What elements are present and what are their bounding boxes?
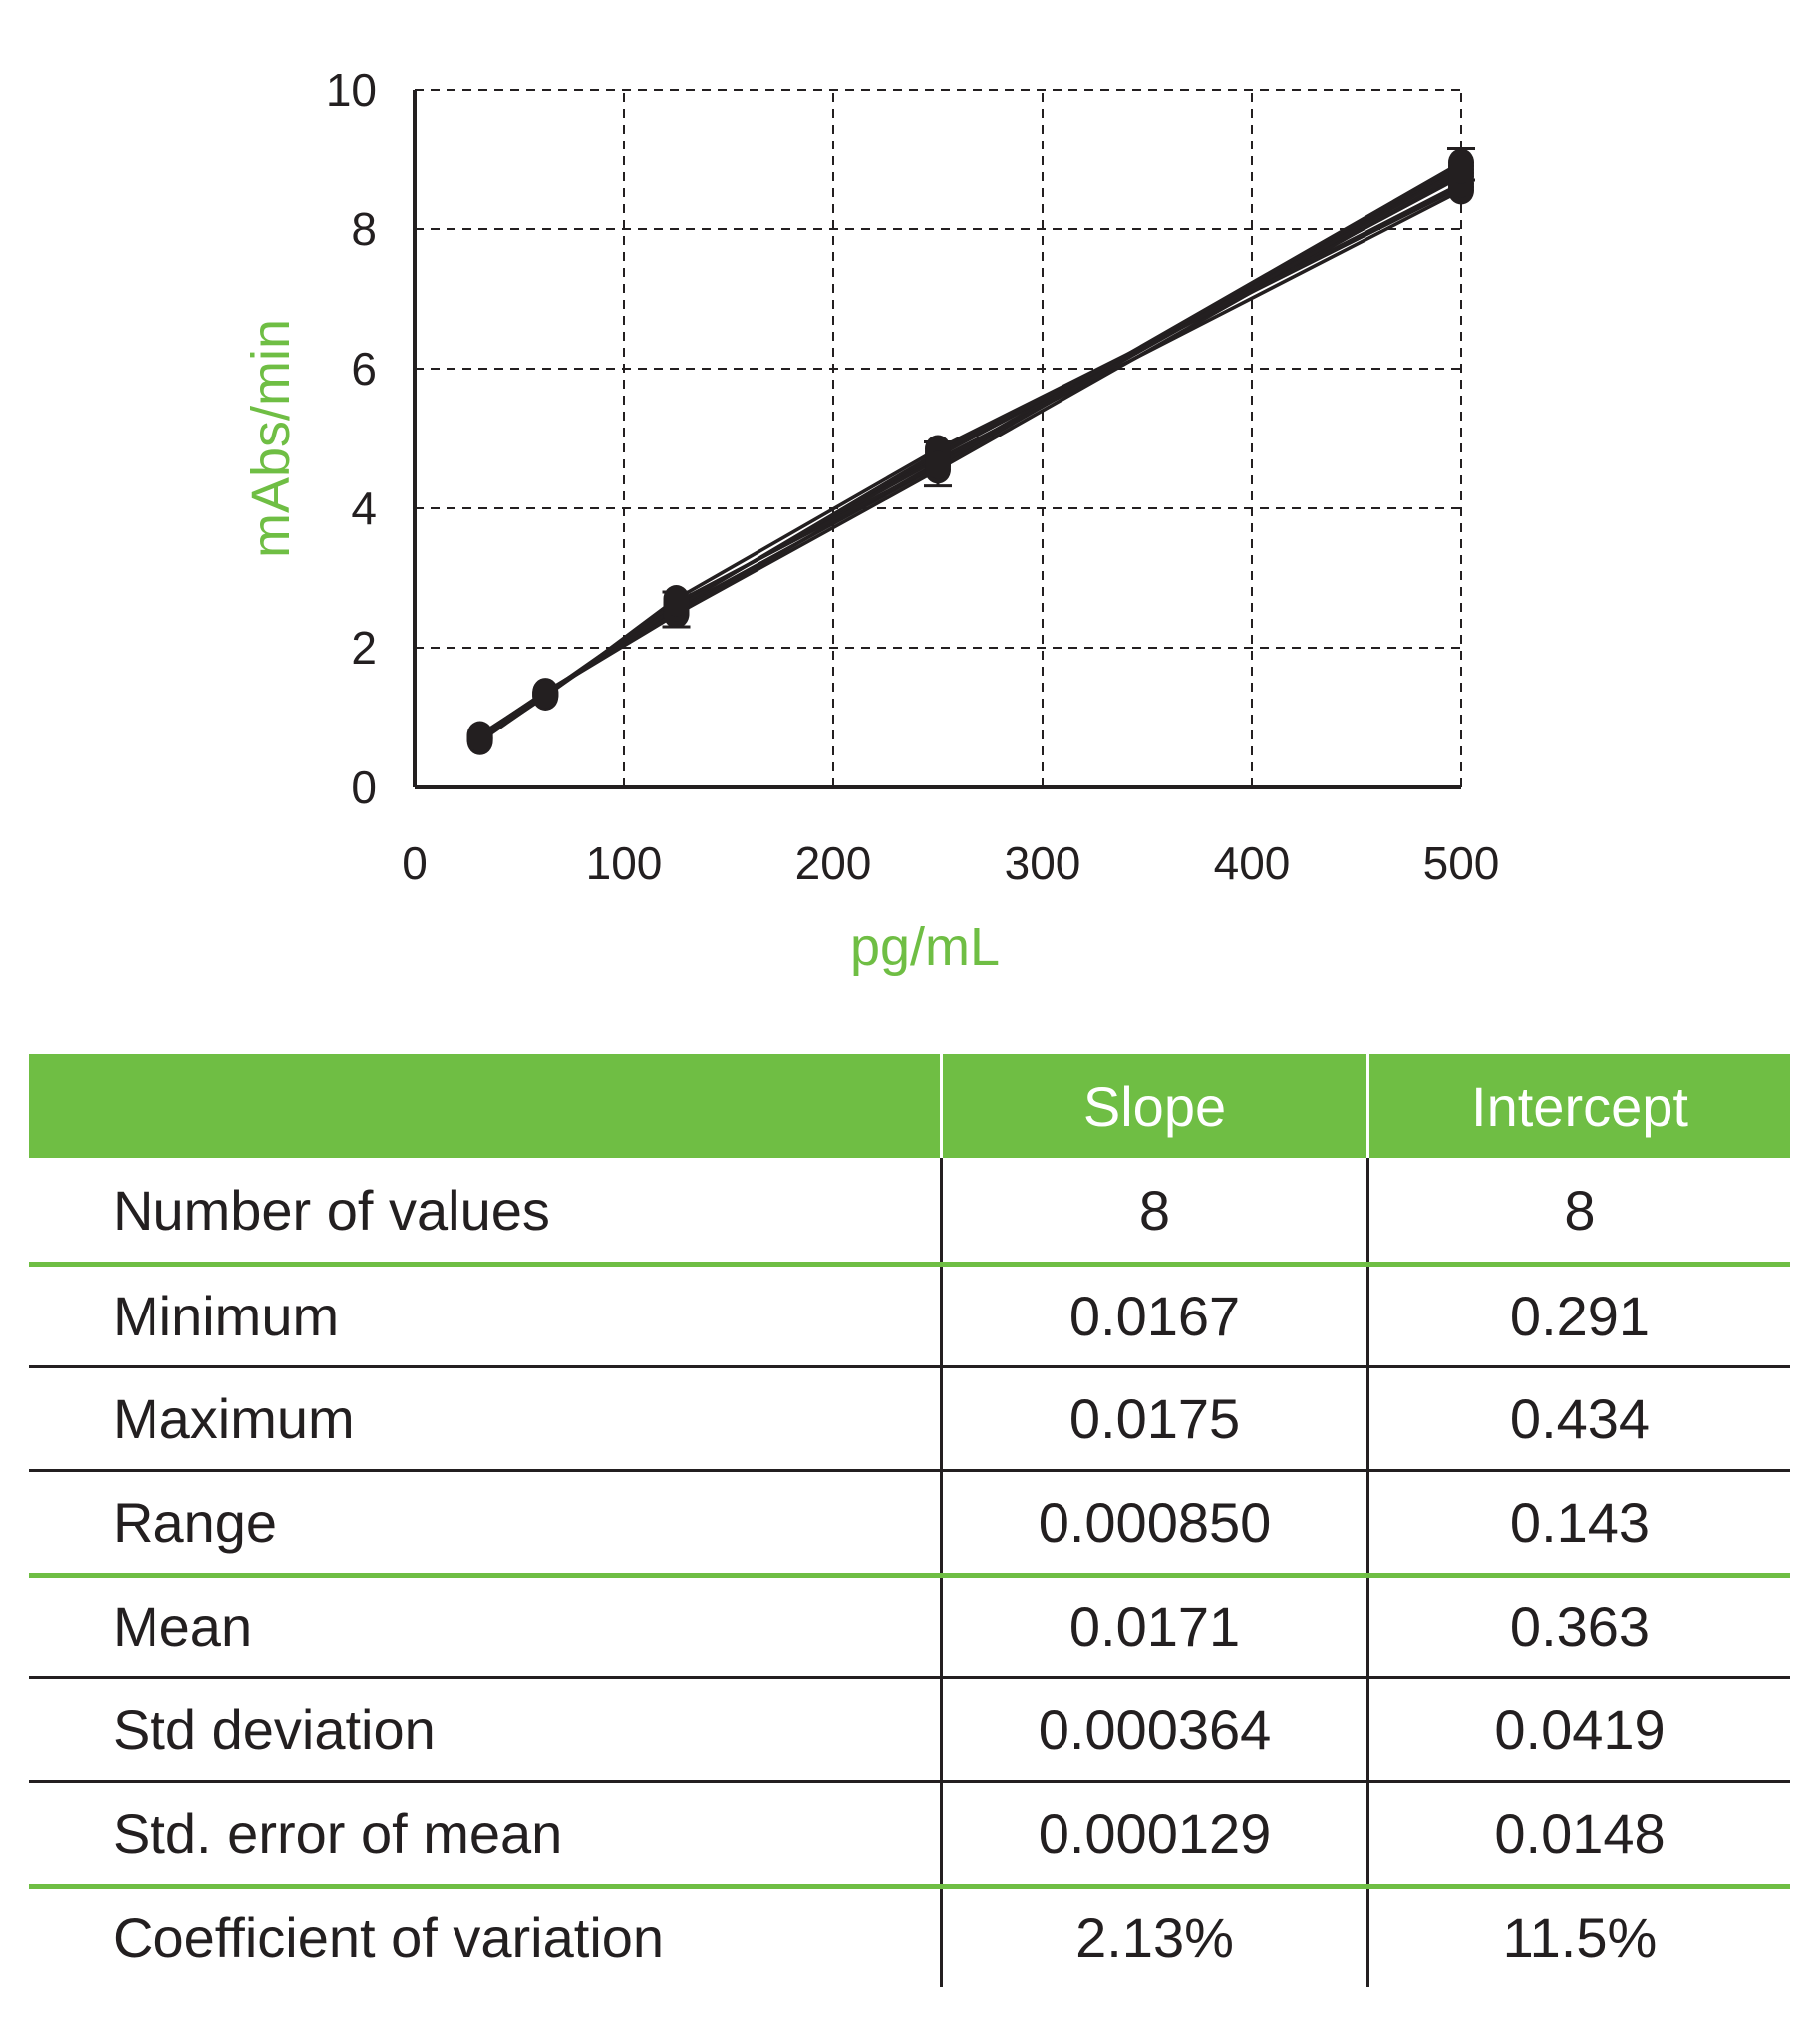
x-axis-label: pg/mL: [850, 917, 1000, 977]
x-tick-label: 500: [1423, 837, 1500, 889]
x-tick-label: 400: [1214, 837, 1291, 889]
table-row: Mean 0.0171 0.363: [29, 1573, 1790, 1676]
data-point: [663, 588, 690, 617]
slope-value: 0.0175: [940, 1368, 1366, 1469]
intercept-value: 0.0419: [1366, 1679, 1790, 1780]
header-cell-intercept: Intercept: [1366, 1054, 1790, 1158]
table-row: Std. error of mean 0.000129 0.0148: [29, 1780, 1790, 1884]
statistics-table: Slope Intercept Number of values 8 8 Min…: [29, 1054, 1790, 1987]
row-label: Range: [113, 1491, 278, 1554]
table-row: Minimum 0.0167 0.291: [29, 1262, 1790, 1365]
table-header-row: Slope Intercept: [29, 1054, 1790, 1158]
data-point: [925, 450, 951, 479]
slope-value: 0.0167: [940, 1267, 1366, 1365]
intercept-value: 0.363: [1366, 1578, 1790, 1676]
row-label: Number of values: [113, 1178, 550, 1242]
series-line: [478, 188, 1462, 743]
row-label: Std deviation: [113, 1698, 436, 1761]
row-label: Coefficient of variation: [113, 1906, 665, 1969]
x-tick-label: 0: [402, 837, 428, 889]
y-tick-label: 2: [351, 622, 377, 674]
data-point: [1448, 155, 1474, 184]
series-line: [478, 185, 1462, 741]
x-tick-label: 200: [795, 837, 872, 889]
table-row: Range 0.000850 0.143: [29, 1469, 1790, 1573]
y-tick-label: 4: [351, 482, 377, 534]
header-cell-slope: Slope: [940, 1054, 1366, 1158]
x-tick-labels: 0 100 200 300 400 500: [402, 837, 1499, 889]
y-tick-label: 6: [351, 343, 377, 395]
table-row: Maximum 0.0175 0.434: [29, 1365, 1790, 1469]
intercept-value: 0.143: [1366, 1472, 1790, 1573]
intercept-value: 0.0148: [1366, 1783, 1790, 1884]
chart-grid: [415, 89, 1462, 787]
slope-value: 0.000850: [940, 1472, 1366, 1573]
chart-axes: [413, 90, 1461, 789]
y-tick-label: 8: [351, 203, 377, 255]
intercept-value: 0.291: [1366, 1267, 1790, 1365]
intercept-value: 8: [1366, 1158, 1790, 1262]
table-row: Coefficient of variation 2.13% 11.5%: [29, 1884, 1790, 1987]
slope-value: 2.13%: [940, 1889, 1366, 1987]
data-point: [466, 724, 493, 752]
y-axis-label: mAbs/min: [241, 319, 301, 558]
y-tick-label: 10: [326, 64, 377, 116]
y-tick-labels: 0 2 4 6 8 10: [326, 64, 377, 813]
x-tick-label: 100: [586, 837, 663, 889]
row-label: Maximum: [113, 1387, 355, 1450]
chart-series: [478, 160, 1462, 743]
row-label: Mean: [113, 1596, 253, 1658]
intercept-value: 11.5%: [1366, 1889, 1790, 1987]
header-cell-empty: [29, 1054, 940, 1158]
slope-value: 0.0171: [940, 1578, 1366, 1676]
table-row: Std deviation 0.000364 0.0419: [29, 1676, 1790, 1780]
row-label: Minimum: [113, 1285, 340, 1347]
row-label: Std. error of mean: [113, 1802, 563, 1865]
intercept-value: 0.434: [1366, 1368, 1790, 1469]
table-row: Number of values 8 8: [29, 1158, 1790, 1262]
slope-value: 8: [940, 1158, 1366, 1262]
x-tick-label: 300: [1005, 837, 1081, 889]
data-point: [532, 680, 559, 709]
chart-points: [466, 148, 1474, 755]
slope-value: 0.000129: [940, 1783, 1366, 1884]
standard-curve-chart: 0 100 200 300 400 500 0 2 4 6 8 10 pg/mL…: [241, 64, 1499, 977]
y-tick-label: 0: [351, 761, 377, 813]
slope-value: 0.000364: [940, 1679, 1366, 1780]
